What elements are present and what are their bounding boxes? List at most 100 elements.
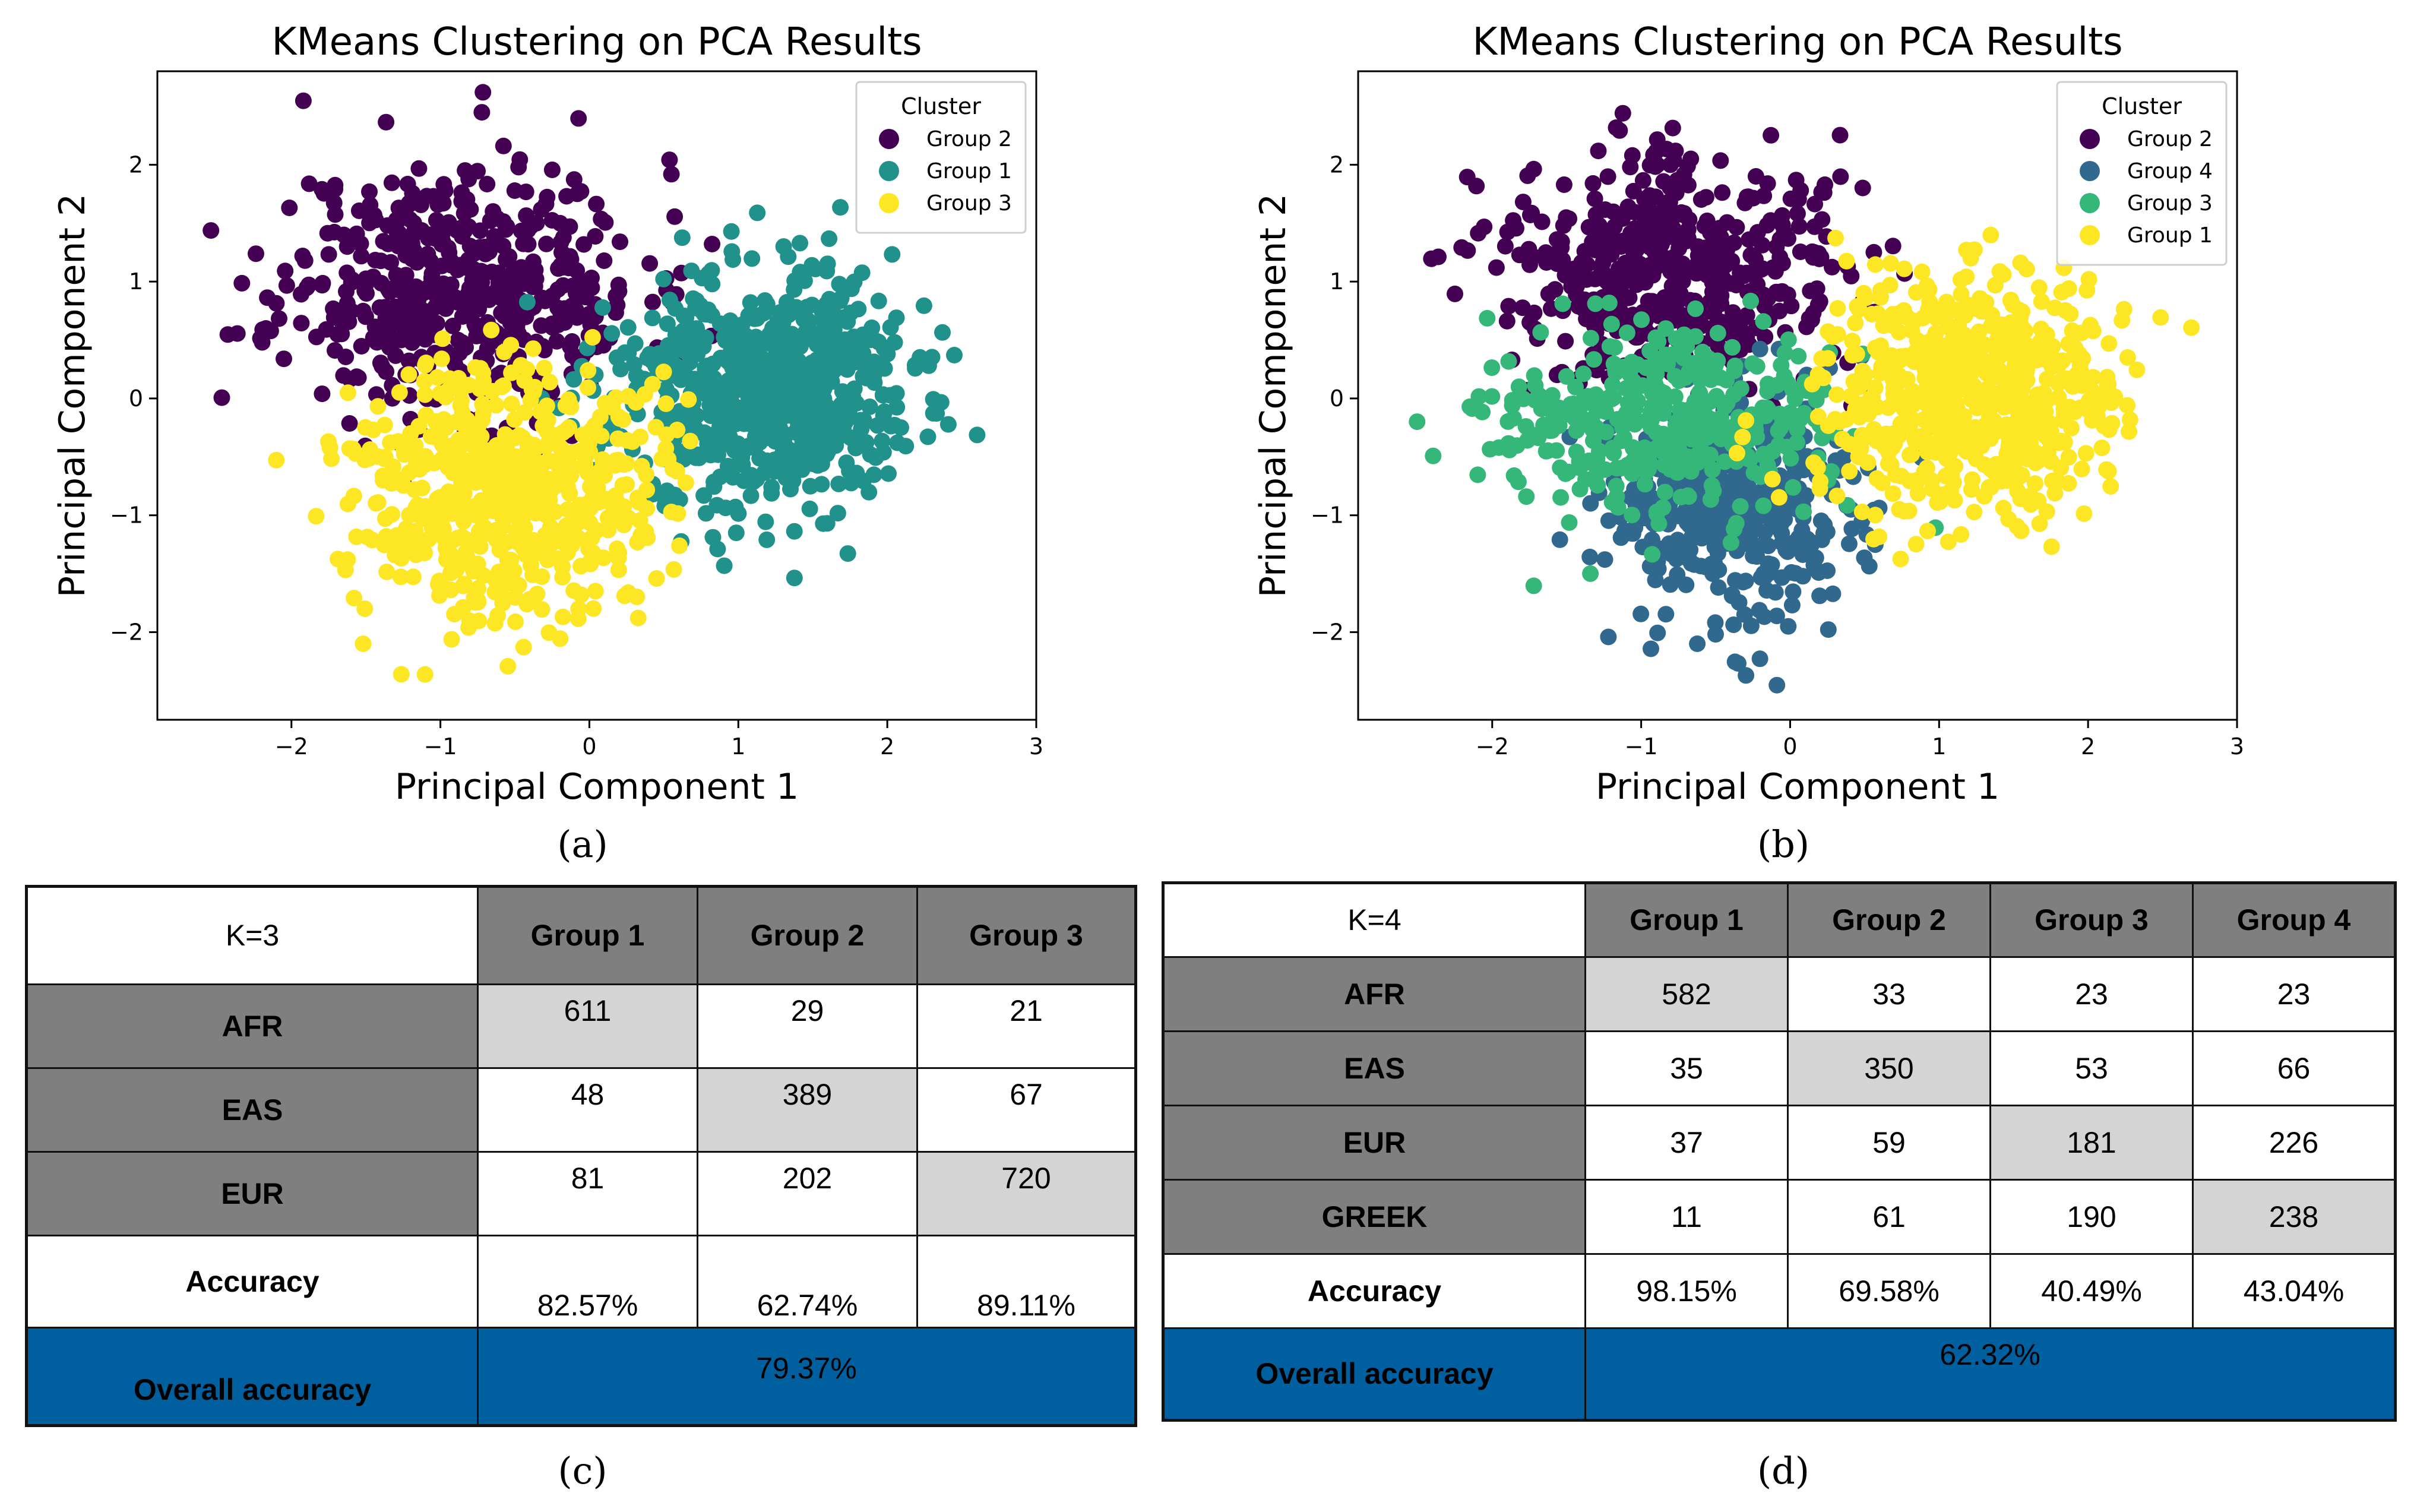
data-point-group-2 [596, 252, 613, 269]
data-point-group-3 [682, 432, 699, 450]
data-point-group-1 [2011, 310, 2029, 327]
data-point-group-3 [1577, 453, 1594, 470]
data-point-group-2 [413, 222, 431, 239]
data-point-group-1 [730, 505, 747, 522]
data-point-group-2 [1664, 119, 1681, 137]
data-point-group-2 [233, 274, 251, 292]
data-point-group-1 [1904, 396, 1922, 413]
data-point-group-3 [1578, 412, 1596, 429]
data-point-group-2 [277, 262, 294, 280]
data-point-group-2 [417, 331, 434, 348]
data-point-group-2 [511, 151, 529, 168]
data-point-group-3 [522, 391, 539, 409]
data-point-group-2 [548, 333, 565, 350]
accuracy-cell: 82.57% [477, 1235, 698, 1328]
legend-marker [879, 193, 899, 213]
table-cell: 389 [697, 1067, 918, 1153]
data-point-group-1 [1828, 386, 1846, 403]
data-point-group-3 [585, 600, 602, 617]
data-point-group-2 [203, 222, 220, 239]
data-point-group-3 [1517, 418, 1535, 435]
data-point-group-3 [1479, 309, 1496, 327]
data-point-group-3 [1613, 432, 1630, 450]
data-point-group-2 [341, 415, 358, 432]
data-point-group-3 [401, 525, 419, 542]
data-point-group-2 [276, 350, 292, 368]
data-point-group-3 [1773, 357, 1790, 374]
data-point-group-2 [379, 333, 396, 350]
col-header: Group 4 [2192, 882, 2396, 958]
data-point-group-1 [1931, 493, 1948, 510]
data-point-group-3 [536, 359, 553, 377]
data-point-group-2 [505, 262, 522, 280]
data-point-group-1 [1939, 437, 1956, 454]
data-point-group-3 [1597, 423, 1615, 441]
data-point-group-4 [1758, 582, 1775, 599]
data-point-group-3 [470, 593, 487, 611]
data-point-group-1 [865, 330, 882, 347]
data-point-group-2 [1824, 258, 1840, 276]
data-point-group-3 [1605, 445, 1622, 461]
data-point-group-2 [1843, 267, 1860, 284]
data-point-group-3 [407, 455, 425, 472]
data-point-group-1 [1899, 309, 1916, 326]
data-point-group-3 [433, 515, 450, 532]
data-point-group-2 [329, 325, 346, 343]
data-point-group-4 [1551, 531, 1568, 548]
data-point-group-3 [552, 630, 569, 647]
data-point-group-2 [494, 290, 511, 307]
data-point-group-2 [1525, 160, 1542, 178]
data-point-group-1 [1966, 378, 1982, 395]
data-point-group-3 [476, 519, 493, 536]
scatter-plot-b: KMeans Clustering on PCA Results −2 −1 0 1 2 3… [1252, 20, 2244, 808]
data-point-group-1 [2033, 321, 2050, 337]
data-point-group-4 [1835, 449, 1852, 466]
data-point-group-3 [1500, 353, 1517, 370]
data-point-group-2 [350, 202, 368, 219]
data-point-group-2 [1488, 259, 1505, 276]
data-point-group-1 [2051, 434, 2068, 451]
data-point-group-4 [1676, 541, 1692, 558]
data-point-group-2 [1712, 152, 1729, 169]
data-point-group-3 [1725, 386, 1742, 403]
data-point-group-1 [820, 406, 837, 423]
data-point-group-3 [391, 384, 408, 401]
data-point-group-1 [1952, 271, 1969, 288]
data-point-group-1 [888, 385, 905, 402]
data-point-group-1 [2002, 292, 2019, 309]
data-point-group-2 [539, 188, 556, 205]
legend-marker [2080, 193, 2100, 213]
data-point-group-2 [1555, 176, 1573, 193]
data-point-group-2 [1641, 157, 1659, 174]
data-point-group-1 [2004, 416, 2021, 434]
data-point-group-1 [870, 292, 887, 309]
data-point-group-2 [1667, 143, 1684, 160]
data-point-group-2 [395, 239, 412, 256]
data-point-group-1 [2119, 397, 2136, 414]
row-header: AFR [1162, 956, 1586, 1032]
data-point-group-2 [296, 252, 314, 269]
data-point-group-3 [1640, 461, 1657, 477]
data-point-group-1 [2009, 403, 2026, 420]
accuracy-cell: 62.74% [697, 1235, 918, 1328]
data-point-group-3 [495, 518, 511, 535]
data-point-group-3 [629, 534, 646, 551]
row-header: EUR [1162, 1105, 1586, 1181]
data-point-group-2 [358, 285, 375, 302]
data-point-group-3 [565, 582, 583, 599]
data-point-group-4 [1726, 653, 1744, 670]
data-point-group-3 [620, 584, 637, 601]
data-point-group-3 [490, 481, 507, 498]
data-point-group-3 [644, 376, 661, 393]
data-point-group-2 [1789, 205, 1806, 222]
data-point-group-2 [335, 367, 352, 384]
y-tick-label: 1 [1330, 268, 1344, 295]
data-point-group-1 [709, 540, 726, 558]
data-point-group-1 [1892, 551, 1909, 568]
data-point-group-4 [1669, 566, 1686, 583]
data-point-group-3 [499, 657, 517, 675]
data-point-group-3 [1568, 422, 1585, 439]
table-cell: 53 [1989, 1030, 2194, 1106]
data-point-group-2 [387, 347, 404, 364]
data-point-group-2 [506, 182, 523, 199]
